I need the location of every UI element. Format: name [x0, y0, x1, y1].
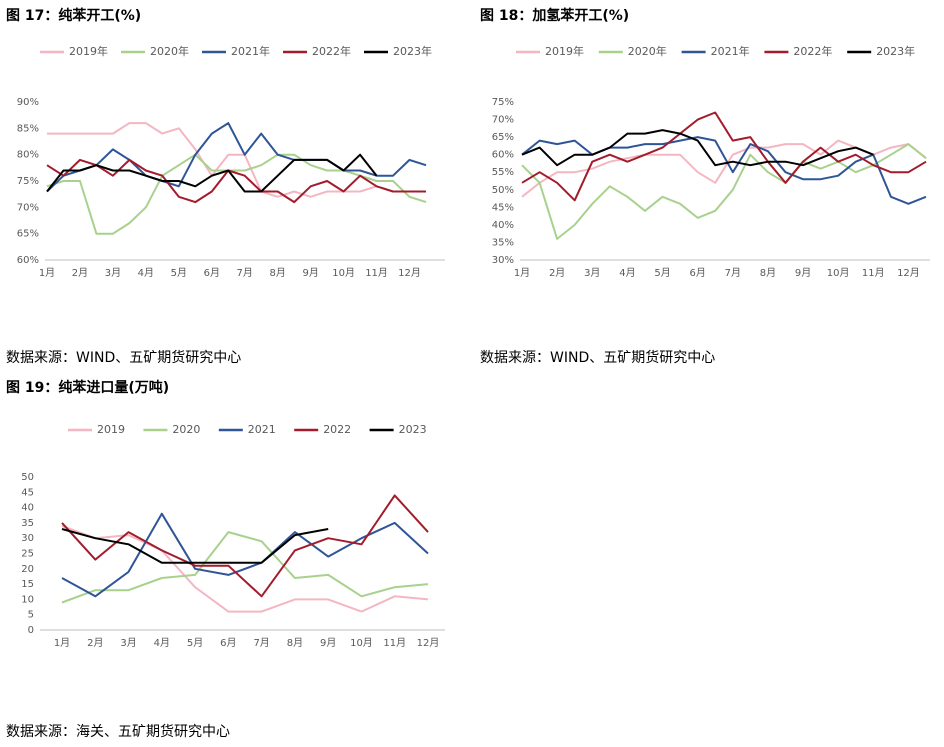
series-line [46, 158, 426, 204]
y-tick-label: 5 [28, 610, 34, 621]
x-tick-label: 11月 [862, 267, 885, 279]
legend-label: 2020 [172, 423, 200, 436]
y-tick-label: 60% [17, 255, 39, 266]
x-tick-label: 12月 [897, 267, 920, 279]
x-tick-label: 6月 [689, 267, 705, 279]
x-tick-label: 2月 [549, 267, 565, 279]
y-tick-label: 75% [492, 97, 514, 108]
series-line [521, 129, 874, 167]
series-line [46, 122, 427, 193]
y-tick-label: 20 [21, 564, 34, 575]
y-tick-label: 85% [17, 123, 39, 134]
y-tick-label: 65% [492, 132, 514, 143]
legend-label: 2022 [323, 423, 351, 436]
y-tick-label: 75% [17, 176, 39, 187]
series-line [61, 494, 429, 598]
y-tick-label: 65% [17, 229, 39, 240]
x-tick-label: 6月 [220, 637, 236, 649]
series-line [521, 136, 927, 205]
legend-label: 2022年 [312, 44, 351, 58]
chart-title: 图 19：纯苯进口量(万吨) [6, 379, 169, 396]
y-tick-label: 25 [21, 549, 34, 560]
y-tick-label: 10 [21, 594, 34, 605]
y-tick-label: 40 [21, 503, 34, 514]
x-tick-label: 5月 [187, 637, 203, 649]
series-line [61, 531, 429, 604]
chart-title: 图 18：加氢苯开工(%) [480, 7, 629, 24]
y-tick-label: 30 [21, 533, 34, 544]
legend-label: 2023年 [393, 44, 432, 58]
x-tick-label: 8月 [760, 267, 776, 279]
legend-label: 2019年 [69, 44, 108, 58]
legend-label: 2023 [399, 423, 427, 436]
x-tick-label: 3月 [584, 267, 600, 279]
x-tick-label: 10月 [332, 267, 355, 279]
legend-label: 2020年 [150, 44, 189, 58]
x-tick-label: 5月 [654, 267, 670, 279]
x-tick-label: 7月 [725, 267, 741, 279]
x-tick-label: 4月 [138, 267, 154, 279]
y-tick-label: 55% [492, 167, 514, 178]
x-tick-label: 8月 [287, 637, 303, 649]
series-line [521, 143, 927, 240]
source-note: 数据来源：海关、五矿期货研究中心 [6, 723, 230, 740]
x-tick-label: 2月 [72, 267, 88, 279]
x-tick-label: 3月 [105, 267, 121, 279]
y-tick-label: 70% [17, 202, 39, 213]
y-tick-label: 70% [492, 115, 514, 126]
series-line [61, 528, 329, 564]
x-tick-label: 4月 [619, 267, 635, 279]
series-line [46, 153, 378, 193]
x-tick-label: 7月 [253, 637, 269, 649]
x-tick-label: 8月 [270, 267, 286, 279]
legend-label: 2023年 [876, 44, 915, 58]
x-tick-label: 1月 [39, 267, 55, 279]
y-tick-label: 35 [21, 518, 34, 529]
legend-label: 2020年 [628, 44, 667, 58]
y-tick-label: 15 [21, 579, 34, 590]
y-tick-label: 45 [21, 487, 34, 498]
x-tick-label: 10月 [350, 637, 373, 649]
x-tick-label: 1月 [54, 637, 70, 649]
x-tick-label: 11月 [365, 267, 388, 279]
legend-label: 2021年 [231, 44, 270, 58]
series-line [521, 111, 927, 202]
y-tick-label: 60% [492, 150, 514, 161]
source-note: 数据来源：WIND、五矿期货研究中心 [6, 349, 241, 366]
x-tick-label: 11月 [383, 637, 406, 649]
x-tick-label: 10月 [827, 267, 850, 279]
x-tick-label: 9月 [302, 267, 318, 279]
legend-label: 2022年 [793, 44, 832, 58]
x-tick-label: 5月 [171, 267, 187, 279]
source-note: 数据来源：WIND、五矿期货研究中心 [480, 349, 715, 366]
legend-label: 2019 [97, 423, 125, 436]
series-line [47, 122, 426, 198]
x-tick-label: 1月 [514, 267, 530, 279]
legend-label: 2019年 [545, 44, 584, 58]
y-tick-label: 40% [492, 220, 514, 231]
y-tick-label: 50% [492, 185, 514, 196]
legend-label: 2021年 [711, 44, 750, 58]
x-tick-label: 9月 [320, 637, 336, 649]
chart-title: 图 17：纯苯开工(%) [6, 7, 141, 24]
y-tick-label: 30% [492, 255, 514, 266]
y-tick-label: 50 [21, 472, 34, 483]
x-tick-label: 3月 [120, 637, 136, 649]
y-tick-label: 80% [17, 150, 39, 161]
x-tick-label: 12月 [398, 267, 421, 279]
x-tick-label: 6月 [204, 267, 220, 279]
x-tick-label: 4月 [154, 637, 170, 649]
x-tick-label: 7月 [237, 267, 253, 279]
x-tick-label: 9月 [795, 267, 811, 279]
x-tick-label: 2月 [87, 637, 103, 649]
y-tick-label: 0 [28, 625, 34, 636]
y-tick-label: 90% [17, 97, 39, 108]
y-tick-label: 45% [492, 202, 514, 213]
y-tick-label: 35% [492, 237, 514, 248]
legend-label: 2021 [248, 423, 276, 436]
x-tick-label: 12月 [417, 637, 440, 649]
